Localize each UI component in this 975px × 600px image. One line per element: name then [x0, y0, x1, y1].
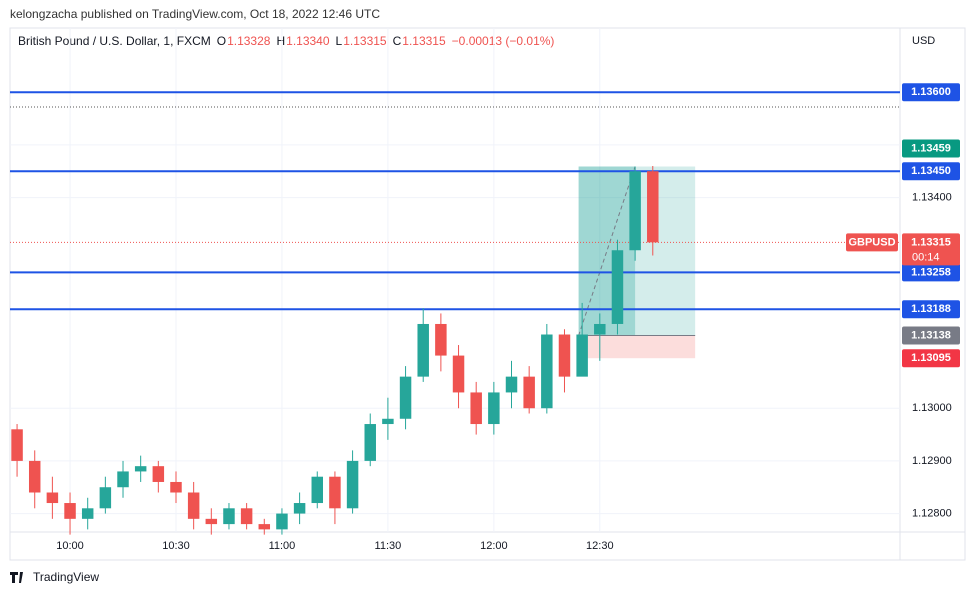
candle-body — [64, 503, 76, 519]
candle-body — [46, 492, 59, 504]
candle-body — [117, 471, 129, 488]
candle-body — [594, 323, 606, 335]
publisher: kelongzacha published on TradingView.com… — [10, 7, 380, 21]
candle-body — [647, 171, 659, 243]
currency: USD — [912, 35, 935, 47]
price-label-bg — [902, 139, 960, 158]
y-tick-label: 1.13400 — [912, 191, 952, 203]
candle-body — [470, 392, 482, 425]
candle-body — [541, 334, 553, 409]
symbol-label: GBPUSD — [848, 236, 895, 248]
candle-body — [452, 355, 465, 393]
price-label: 1.13095 — [911, 352, 951, 364]
price-label-bg — [902, 300, 960, 319]
change: −0.00013 (−0.01%) — [452, 34, 555, 48]
brand: TradingView — [33, 570, 99, 584]
ohlc-key: H — [276, 34, 285, 48]
candle-body — [364, 424, 376, 461]
candle-body — [505, 376, 518, 393]
x-tick-label: 10:00 — [56, 540, 84, 552]
candle-body — [99, 487, 112, 509]
y-tick-label: 1.12800 — [912, 507, 952, 519]
candle-body — [629, 171, 641, 251]
candle-body — [576, 334, 588, 377]
candle-body — [240, 508, 253, 525]
logo — [10, 572, 23, 583]
ohlc-key: L — [336, 34, 343, 48]
price-label-bg — [902, 83, 960, 102]
candle-body — [205, 518, 218, 525]
x-tick-label: 11:00 — [269, 540, 296, 552]
x-tick-label: 12:00 — [480, 540, 508, 552]
last-price-bg — [902, 233, 960, 266]
candle-body — [417, 323, 429, 377]
candle-body — [152, 466, 165, 482]
candle-body — [311, 476, 324, 504]
candle-body — [558, 334, 571, 377]
price-label: 1.13258 — [911, 266, 951, 278]
x-tick-label: 11:30 — [375, 540, 402, 552]
price-label: 1.13188 — [911, 303, 951, 315]
ohlc-value: 1.13328 — [227, 34, 271, 48]
candle-body — [435, 323, 447, 356]
price-label: 1.13138 — [911, 329, 951, 341]
candle-body — [258, 524, 271, 530]
price-label: 1.13459 — [911, 142, 951, 154]
candle-body — [293, 503, 306, 514]
candle-body — [223, 508, 235, 525]
x-tick-label: 10:30 — [162, 540, 190, 552]
price-label: 1.13450 — [911, 165, 951, 177]
candle-body — [346, 460, 359, 509]
candle-body — [81, 508, 94, 519]
y-tick-label: 1.12900 — [912, 455, 952, 467]
candle-body — [329, 476, 341, 509]
price-label-bg — [902, 263, 960, 282]
candle-body — [28, 460, 41, 493]
last-price-label: 1.13315 — [911, 236, 951, 248]
chart-title: British Pound / U.S. Dollar, 1, FXCM — [18, 34, 211, 48]
price-label-bg — [902, 349, 960, 368]
trade-path — [578, 166, 636, 336]
price-label-bg — [902, 162, 960, 181]
frame — [9, 27, 966, 561]
candle-body — [523, 376, 535, 409]
ohlc-value: 1.13315 — [343, 34, 387, 48]
ohlc-value: 1.13315 — [402, 34, 446, 48]
candle-body — [276, 513, 288, 530]
ohlc-key: C — [393, 34, 402, 48]
candle-body — [134, 466, 147, 472]
candle-body — [488, 392, 500, 425]
price-label: 1.13600 — [911, 86, 951, 98]
price-label-bg — [902, 326, 960, 345]
candle-body — [11, 429, 23, 461]
candle-body — [399, 376, 412, 419]
x-tick-label: 12:30 — [586, 540, 614, 552]
symbol-bg — [846, 233, 898, 252]
y-tick-label: 1.13000 — [912, 402, 952, 414]
candle-body — [187, 492, 200, 519]
ohlc-value: 1.13340 — [286, 34, 330, 48]
candle-body — [170, 481, 182, 493]
candle-body — [611, 250, 624, 324]
candle-body — [382, 418, 394, 425]
loss-zone — [578, 335, 696, 359]
countdown: 00:14 — [912, 251, 940, 263]
ohlc-key: O — [217, 34, 226, 48]
